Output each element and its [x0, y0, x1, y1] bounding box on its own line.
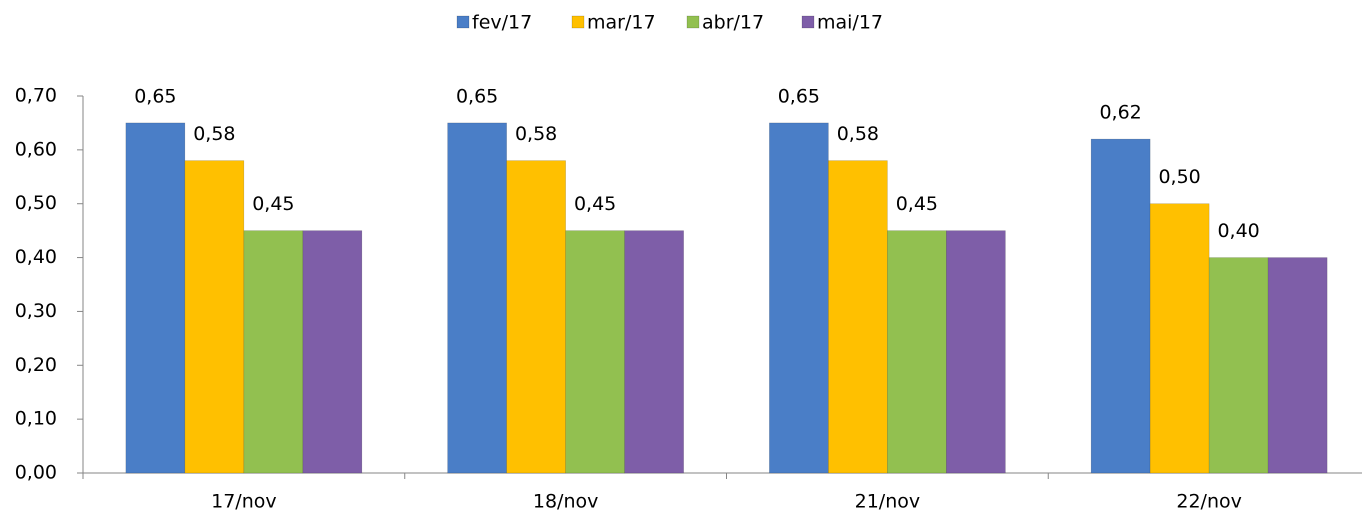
data-label: 0,50 [1158, 166, 1200, 188]
legend-swatch [686, 15, 700, 29]
bar [506, 160, 566, 474]
y-tick-label: 0,50 [15, 192, 57, 214]
bar [125, 122, 186, 474]
data-label: 0,65 [134, 85, 176, 107]
legend-label: mai/17 [817, 12, 883, 34]
legend-swatch [801, 15, 815, 29]
data-label: 0,45 [896, 193, 938, 215]
bar [769, 122, 829, 474]
data-label: 0,45 [252, 193, 294, 215]
data-label: 0,58 [837, 123, 879, 145]
bar [243, 230, 304, 474]
bar [946, 230, 1006, 474]
bar [1208, 257, 1269, 474]
bar [447, 122, 507, 474]
y-tick-label: 0,30 [15, 300, 57, 322]
x-tick-label: 18/nov [533, 491, 599, 513]
bar [828, 160, 888, 474]
y-tick-label: 0,20 [15, 354, 57, 376]
data-label: 0,65 [456, 85, 498, 107]
y-tick-label: 0,70 [15, 85, 57, 107]
bar [184, 160, 245, 474]
data-label: 0,62 [1099, 102, 1141, 124]
bar [1090, 138, 1151, 474]
bar [887, 230, 947, 474]
y-tick-label: 0,10 [15, 408, 57, 430]
bar [1267, 257, 1328, 474]
data-label: 0,40 [1217, 220, 1259, 242]
bar [1149, 203, 1210, 474]
x-tick-label: 22/nov [1176, 491, 1242, 513]
legend-label: fev/17 [472, 12, 532, 34]
data-label: 0,45 [574, 193, 616, 215]
y-tick-label: 0,40 [15, 246, 57, 268]
data-label: 0,58 [193, 123, 235, 145]
data-label: 0,58 [515, 123, 557, 145]
legend-label: mar/17 [587, 12, 656, 34]
bar [624, 230, 684, 474]
y-tick-label: 0,00 [15, 462, 57, 484]
bar [565, 230, 625, 474]
legend-swatch [571, 15, 585, 29]
legend-label: abr/17 [702, 12, 764, 34]
x-tick-label: 21/nov [855, 491, 921, 513]
data-label: 0,65 [778, 85, 820, 107]
x-tick-label: 17/nov [211, 491, 277, 513]
bar [302, 230, 363, 474]
y-tick-label: 0,60 [15, 138, 57, 160]
legend-swatch [456, 15, 470, 29]
